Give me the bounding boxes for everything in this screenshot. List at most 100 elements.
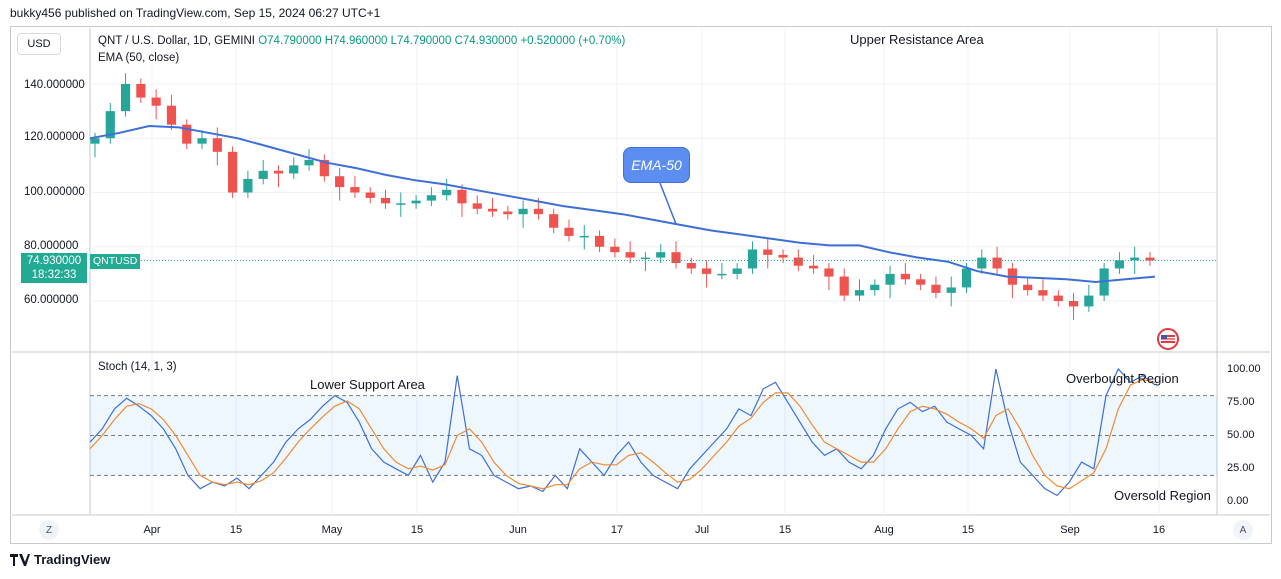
candle-body <box>1130 257 1140 261</box>
candle-body <box>610 246 620 253</box>
legend-change: +0.520000 (+0.70%) <box>520 35 626 47</box>
candle-body <box>579 235 589 238</box>
stoch-legend: Stoch (14, 1, 3) <box>98 361 177 373</box>
legend-low: L74.790000 <box>390 35 452 47</box>
candle-body <box>946 287 956 293</box>
candle-body <box>335 176 345 188</box>
ticker-tag: QNTUSD <box>90 254 141 269</box>
lower-support-label: Lower Support Area <box>310 377 425 392</box>
candle-body <box>166 105 177 125</box>
candle-body <box>197 138 207 144</box>
x-tick: Jun <box>509 524 527 536</box>
candle-body <box>228 151 238 193</box>
candle-body <box>640 257 651 260</box>
candle-body <box>931 284 941 293</box>
candle-body <box>793 257 803 266</box>
candle-body <box>426 195 436 201</box>
candle-body <box>763 249 773 255</box>
overbought-label: Overbought Region <box>1066 371 1179 386</box>
bar-countdown: 18:32:33 <box>31 269 77 281</box>
candle-body <box>992 257 1002 269</box>
x-tick: 17 <box>610 524 624 536</box>
us-flag-icon <box>1157 328 1179 350</box>
x-tick: Jul <box>694 524 710 536</box>
candle-body <box>136 84 146 98</box>
chart-frame <box>10 26 1272 544</box>
candle-body <box>594 235 605 247</box>
candle-body <box>1038 290 1048 296</box>
legend-close: C74.930000 <box>454 35 518 47</box>
candle-body <box>1084 295 1094 307</box>
candle-body <box>564 227 574 236</box>
ema-callout: EMA-50 <box>623 147 690 183</box>
upper-resistance-label: Upper Resistance Area <box>850 32 984 47</box>
x-tick: Apr <box>143 524 161 536</box>
footer-brand-text: TradingView <box>34 552 111 567</box>
y-tick: 80.000000 <box>24 240 79 252</box>
y-tick: 120.000000 <box>24 131 85 143</box>
candle-body <box>732 268 742 274</box>
candle-body <box>686 263 696 269</box>
legend-high: H74.960000 <box>324 35 388 47</box>
x-tick: 15 <box>229 524 243 536</box>
stoch-y-tick: 50.00 <box>1227 429 1255 441</box>
legend-open: O74.790000 <box>258 35 322 47</box>
candle-body <box>1023 284 1033 291</box>
stoch-d-line <box>89 378 1156 490</box>
candle-body <box>656 252 666 258</box>
candle-body <box>243 178 253 193</box>
x-tick: May <box>321 524 343 536</box>
candle-body <box>854 290 865 296</box>
candle-body <box>442 189 452 196</box>
stoch-y-tick: 75.00 <box>1227 396 1255 408</box>
y-tick: 60.000000 <box>24 294 79 306</box>
candle-body <box>503 211 513 215</box>
candle-body <box>671 252 681 264</box>
candle-body <box>90 138 100 144</box>
candle-body <box>120 84 131 112</box>
candle-body <box>977 257 987 269</box>
x-tick: Aug <box>874 524 894 536</box>
candle-body <box>182 124 192 144</box>
candle-body <box>365 192 375 198</box>
candle-body <box>319 159 329 177</box>
candle-body <box>900 273 910 280</box>
ema-line <box>89 124 1156 284</box>
price-legend: QNT / U.S. Dollar, 1D, GEMINI O74.790000… <box>98 35 625 47</box>
candle-body <box>411 200 421 204</box>
ema-legend: EMA (50, close) <box>98 52 180 64</box>
candle-body <box>870 284 880 291</box>
candle-body <box>625 252 635 258</box>
stoch-y-tick: 25.00 <box>1227 462 1255 474</box>
candle-body <box>885 273 895 285</box>
candle-body <box>304 159 314 166</box>
candle-body <box>533 208 543 215</box>
candle-body <box>549 214 559 228</box>
x-tick: 16 <box>1152 524 1166 536</box>
currency-button[interactable]: USD <box>17 33 61 55</box>
candle-body <box>487 208 498 212</box>
last-price: 74.930000 <box>26 255 82 267</box>
x-tick: 15 <box>778 524 792 536</box>
candle-body <box>1068 301 1079 307</box>
candle-body <box>151 97 161 106</box>
x-tick: 15 <box>410 524 424 536</box>
candle-body <box>778 254 788 258</box>
stoch-k-line <box>89 367 1156 497</box>
tradingview-logo-icon <box>10 553 30 566</box>
zoom-left-button[interactable]: Z <box>39 520 59 540</box>
candle-body <box>717 273 727 276</box>
candle-body <box>350 187 360 193</box>
candle-body <box>396 203 406 205</box>
ema-callout-pointer <box>659 182 677 225</box>
last-price-tag: 74.930000 18:32:33 <box>21 253 87 283</box>
candle-body <box>518 208 528 215</box>
auto-scale-button[interactable]: A <box>1233 520 1253 540</box>
candle-body <box>747 249 758 269</box>
candle-body <box>472 203 482 209</box>
footer-brand: TradingView <box>10 552 110 567</box>
candle-body <box>1114 260 1125 269</box>
publisher-line: bukky456 published on TradingView.com, S… <box>10 6 381 20</box>
candle-body <box>105 111 115 139</box>
